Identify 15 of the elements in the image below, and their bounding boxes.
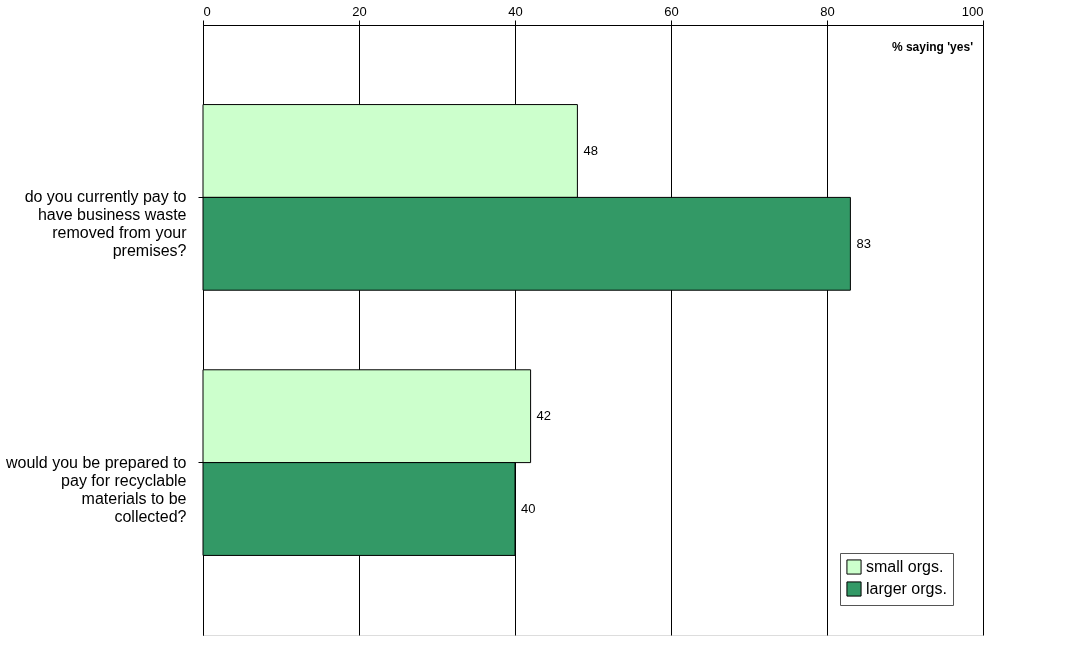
legend-label: larger orgs. [866, 580, 947, 597]
data-label: 83 [856, 235, 871, 251]
data-label: 42 [536, 408, 552, 424]
legend-label: small orgs. [866, 558, 944, 575]
x-tick-label: 80 [820, 3, 835, 19]
data-label: 40 [521, 501, 536, 517]
data-label: 48 [583, 142, 598, 158]
x-tick-label: 100 [961, 3, 984, 19]
y-tick-label: would you be prepared to pay for recyclable materials to be collected? [4, 453, 187, 525]
x-tick-label: 60 [664, 3, 679, 19]
x-tick-label: 20 [352, 3, 367, 19]
y-tick-label: do you currently pay to have business waste removed from your premises? [24, 188, 188, 260]
x-tick-label: 40 [508, 3, 523, 19]
annotation: % saying 'yes' [891, 40, 974, 54]
x-tick-label: 0 [203, 3, 211, 19]
